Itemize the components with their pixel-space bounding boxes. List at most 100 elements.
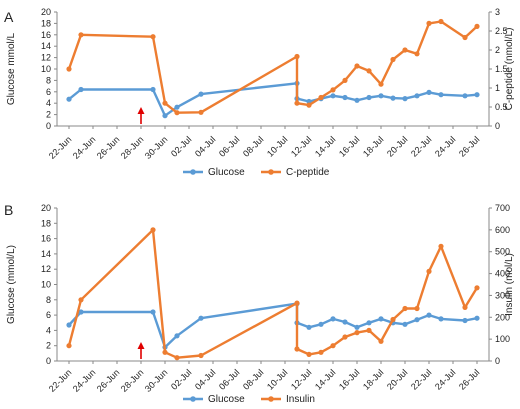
data-point-glucose (330, 93, 336, 99)
y-tick-label: 16 (41, 234, 51, 244)
legend-marker (268, 169, 274, 175)
x-tick-label: 10-Jul (265, 367, 289, 391)
data-point-glucose (150, 86, 156, 93)
x-tick-label: 26-Jul (457, 367, 481, 391)
data-point-glucose (438, 92, 444, 98)
data-point-glucose (342, 319, 348, 325)
data-point-insulin (66, 343, 72, 349)
x-tick-label: 26-Jun (95, 367, 122, 394)
legend-marker (190, 396, 196, 402)
data-point-insulin (318, 349, 324, 355)
series-line-c-peptide (67, 20, 478, 114)
y2-tick-label: 0.5 (495, 102, 508, 112)
panel-label: B (4, 202, 13, 218)
y-tick-label: 18 (41, 18, 51, 28)
data-point-c-peptide (366, 68, 372, 74)
data-point-c-peptide (150, 34, 156, 40)
x-tick-label: 14-Jul (313, 367, 337, 391)
data-point-glucose (438, 316, 444, 322)
data-point-c-peptide (294, 53, 300, 60)
legend-label: Insulin (286, 394, 315, 405)
data-point-glucose (414, 317, 420, 323)
x-tick-label: 06-Jul (217, 134, 241, 158)
data-point-c-peptide (162, 100, 168, 106)
data-point-glucose (306, 324, 312, 330)
arrow-marker (137, 107, 145, 124)
data-point-c-peptide (462, 34, 468, 41)
y-tick-label: 0 (46, 121, 51, 131)
data-point-glucose (174, 104, 180, 110)
x-tick-label: 28-Jun (119, 134, 146, 161)
y-tick-label: 10 (41, 64, 51, 74)
data-point-glucose (474, 315, 480, 321)
data-point-glucose (402, 96, 408, 102)
data-point-insulin (402, 305, 408, 312)
x-tick-label: 16-Jul (337, 134, 361, 158)
x-tick-label: 24-Jun (71, 134, 98, 161)
data-point-glucose (342, 94, 348, 101)
data-point-c-peptide (330, 87, 336, 93)
data-point-glucose (366, 94, 372, 101)
data-point-insulin (306, 351, 312, 357)
legend: Glucose C-peptide (183, 167, 330, 178)
data-point-glucose (78, 86, 84, 93)
y-tick-label: 6 (46, 310, 51, 320)
y2-tick-label: 0 (495, 356, 500, 366)
y-tick-label: 8 (46, 295, 51, 305)
data-point-c-peptide (294, 100, 300, 106)
x-tick-label: 22-Jul (409, 367, 433, 391)
data-point-insulin (366, 327, 372, 333)
legend-marker (190, 169, 196, 175)
y-tick-label: 20 (41, 7, 51, 17)
data-point-c-peptide (474, 23, 480, 29)
y-tick-label: 2 (46, 341, 51, 351)
data-point-insulin (330, 343, 336, 349)
data-point-glucose (390, 95, 396, 101)
data-point-c-peptide (78, 32, 84, 38)
data-point-insulin (390, 316, 396, 323)
data-point-c-peptide (402, 47, 408, 53)
data-point-glucose (150, 309, 156, 315)
data-point-insulin (426, 268, 432, 274)
data-point-c-peptide (174, 110, 180, 116)
data-point-glucose (402, 321, 408, 327)
panel-a: A0246810121416182000.511.522.5322-Jun24-… (4, 7, 515, 178)
series-line-glucose (68, 302, 478, 349)
data-point-glucose (318, 321, 324, 327)
y2-tick-label: 300 (495, 290, 510, 300)
x-tick-label: 18-Jul (361, 134, 385, 158)
data-point-c-peptide (414, 51, 420, 57)
data-point-glucose (306, 98, 312, 105)
data-point-insulin (354, 330, 360, 336)
data-point-glucose (354, 324, 360, 330)
x-tick-label: 28-Jun (119, 367, 146, 394)
y-tick-label: 4 (46, 325, 51, 335)
arrow-head (137, 342, 145, 349)
data-point-c-peptide (438, 18, 444, 25)
y2-tick-label: 500 (495, 247, 510, 257)
data-point-insulin (378, 338, 384, 344)
y-tick-label: 14 (41, 41, 51, 51)
y2-tick-label: 100 (495, 334, 510, 344)
x-tick-label: 20-Jul (385, 367, 409, 391)
series-line-glucose (68, 82, 478, 117)
data-point-glucose (474, 92, 480, 98)
panel-label: A (4, 9, 14, 25)
y-tick-label: 20 (41, 203, 51, 213)
data-point-glucose (462, 93, 468, 99)
x-tick-label: 04-Jul (193, 134, 217, 158)
data-point-glucose (378, 316, 384, 322)
data-point-glucose (78, 309, 84, 315)
x-tick-label: 02-Jul (169, 134, 193, 158)
data-point-insulin (174, 355, 180, 361)
data-point-c-peptide (378, 81, 384, 87)
panel-b: B024681012141618200100200300400500600700… (4, 202, 515, 405)
arrow-marker (137, 342, 145, 359)
data-point-glucose (198, 91, 204, 97)
y-tick-label: 14 (41, 249, 51, 259)
y2-tick-label: 2 (495, 45, 500, 55)
data-point-insulin (150, 227, 156, 233)
data-point-glucose (66, 96, 72, 102)
legend: Glucose Insulin (183, 394, 315, 405)
